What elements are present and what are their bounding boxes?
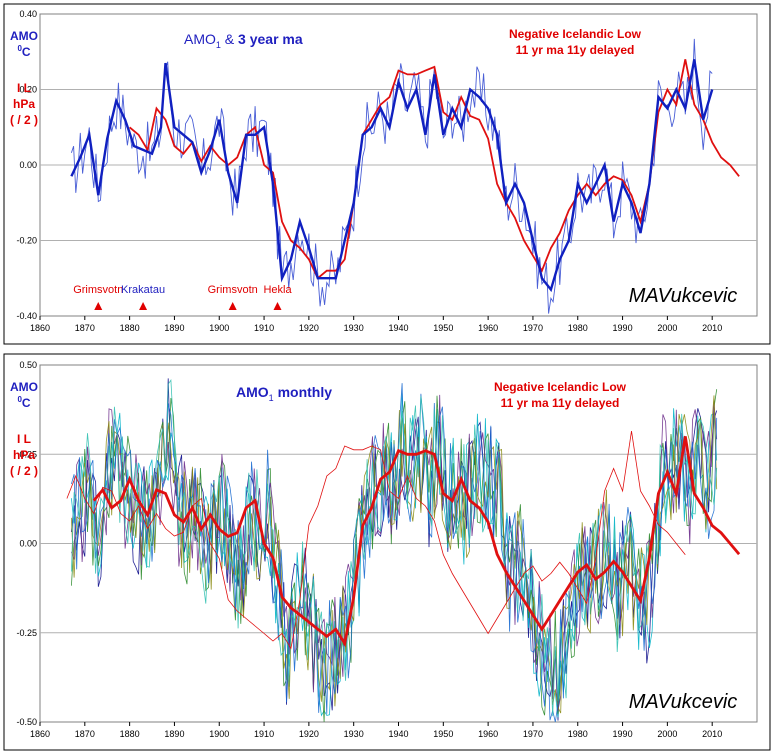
amo-monthly-line: [71, 378, 718, 717]
x-tick-label: 1990: [613, 729, 633, 739]
x-tick-label: 1980: [568, 323, 588, 333]
volcano-label: Grimsvotn: [208, 284, 258, 296]
volcano-marker: [139, 302, 148, 310]
x-tick-label: 1880: [120, 729, 140, 739]
il-legend-line1: Negative Icelandic Low: [509, 27, 642, 41]
x-tick-label: 1990: [613, 323, 633, 333]
x-tick-label: 1930: [344, 323, 364, 333]
y-tick-label: 0.50: [19, 360, 37, 370]
volcano-label: Grimsvotn: [73, 284, 123, 296]
x-tick-label: 1910: [254, 729, 274, 739]
il-axis-label: I L: [17, 432, 31, 446]
title-sub: 1: [216, 40, 221, 50]
x-tick-label: 1860: [30, 323, 50, 333]
title-part: monthly: [274, 384, 333, 400]
x-tick-label: 1930: [344, 729, 364, 739]
panel-amo-monthly: 0.50 0.25 0.00 -0.25 -0.50 1860 1870 1880 1890 19…: [3, 353, 771, 751]
x-tick-label: 1860: [30, 729, 50, 739]
volcano-label: Krakatau: [121, 284, 165, 296]
x-tick-label: 1910: [254, 323, 274, 333]
x-tick-label: 1940: [388, 729, 408, 739]
il-divisor-label: ( / 2 ): [10, 113, 38, 127]
y-tick-label: 0.25: [19, 449, 37, 459]
x-tick-label: 1880: [120, 323, 140, 333]
x-tick-label: 1870: [75, 323, 95, 333]
x-tick-label: 1900: [209, 729, 229, 739]
x-tick-label: 2010: [702, 729, 722, 739]
title-part: AMO: [184, 31, 216, 47]
il-unit-label: hPa: [13, 97, 35, 111]
x-tick-label: 1920: [299, 729, 319, 739]
signature: MAVukcevic: [629, 691, 738, 713]
x-tick-label: 1890: [164, 323, 184, 333]
volcano-marker: [273, 302, 282, 310]
amo-unit-c: C: [22, 45, 31, 59]
amo-unit-sup: 0: [17, 395, 22, 404]
x-tick-label: 1870: [75, 729, 95, 739]
y-tick-label: 0.40: [19, 9, 37, 19]
y-tick-label: -0.25: [16, 628, 37, 638]
panel-amo-3yr: 0.40 0.20 0.00 -0.20 -0.40 1860 1870 1880 1890 19…: [3, 3, 771, 345]
amo-unit-label: 0C: [17, 44, 30, 59]
x-tick-label: 1970: [523, 323, 543, 333]
il-legend-line1: Negative Icelandic Low: [494, 380, 627, 394]
x-tick-label: 1920: [299, 323, 319, 333]
signature: MAVukcevic: [629, 285, 738, 307]
y-tick-label: -0.20: [16, 236, 37, 246]
chart-title: AMO1 monthly: [236, 384, 332, 403]
x-tick-label: 2000: [657, 729, 677, 739]
amo-unit-label: 0C: [17, 395, 30, 410]
amo-axis-label: AMO: [10, 29, 38, 43]
il-legend-line2: 11 yr ma 11y delayed: [501, 396, 620, 410]
y-tick-label: 0.20: [19, 85, 37, 95]
title-part: &: [221, 31, 238, 47]
x-tick-label: 1980: [568, 729, 588, 739]
y-tick-label: -0.50: [16, 717, 37, 727]
chart-title: AMO1 & 3 year ma: [184, 31, 303, 50]
amo-unit-c: C: [22, 396, 31, 410]
volcano-marker: [228, 302, 237, 310]
x-tick-label: 1950: [433, 323, 453, 333]
volcano-label: Hekla: [263, 284, 292, 296]
x-tick-label: 2000: [657, 323, 677, 333]
x-tick-label: 1960: [478, 729, 498, 739]
il-line: [92, 436, 741, 648]
x-tick-label: 2010: [702, 323, 722, 333]
x-tick-label: 1950: [433, 729, 453, 739]
il-line: [129, 59, 740, 280]
il-thin-line: [66, 430, 686, 650]
amo-monthly-line: [71, 383, 718, 723]
amo-axis-label: AMO: [10, 380, 38, 394]
volcano-marker: [94, 302, 103, 310]
amo-3yr-line: [70, 59, 714, 293]
title-sub: 1: [269, 393, 274, 403]
y-tick-label: 0.00: [19, 160, 37, 170]
y-tick-label: -0.40: [16, 311, 37, 321]
x-tick-label: 1940: [388, 323, 408, 333]
y-tick-label: 0.00: [19, 539, 37, 549]
il-axis-label: I L: [17, 81, 31, 95]
il-legend-line2: 11 yr ma 11y delayed: [516, 43, 635, 57]
x-tick-label: 1890: [164, 729, 184, 739]
x-tick-label: 1960: [478, 323, 498, 333]
il-divisor-label: ( / 2 ): [10, 464, 38, 478]
amo-unit-sup: 0: [17, 44, 22, 53]
amo-monthly-line: [71, 395, 718, 714]
title-part: AMO: [236, 384, 269, 400]
title-part: 3 year ma: [238, 31, 303, 47]
x-tick-label: 1970: [523, 729, 543, 739]
x-tick-label: 1900: [209, 323, 229, 333]
il-unit-label: hPa: [13, 448, 35, 462]
